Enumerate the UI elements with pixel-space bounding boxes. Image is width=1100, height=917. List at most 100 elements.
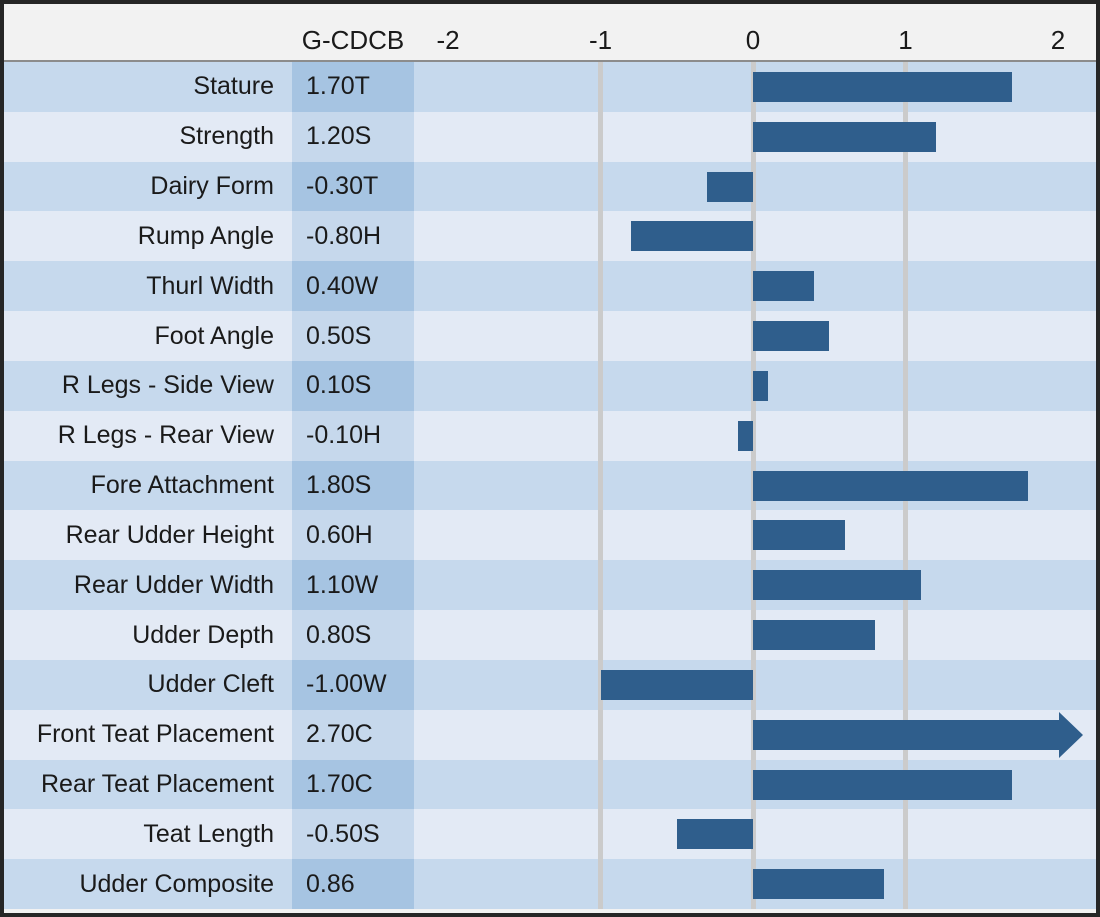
trait-label: Rump Angle bbox=[4, 211, 292, 262]
trait-label: Rear Teat Placement bbox=[4, 759, 292, 810]
gridline bbox=[598, 410, 603, 461]
gridline bbox=[598, 510, 603, 561]
trait-value-label: 0.86 bbox=[292, 859, 414, 910]
value-bar bbox=[753, 620, 875, 651]
bar-plot-cell bbox=[414, 659, 1096, 710]
trait-row: Rear Udder Width 1.10W bbox=[4, 560, 1096, 611]
bar-plot-cell bbox=[414, 311, 1096, 361]
trait-row: Strength 1.20S bbox=[4, 111, 1096, 162]
trait-value-label: 0.50S bbox=[292, 311, 414, 361]
gridline bbox=[598, 211, 603, 262]
gridline bbox=[598, 759, 603, 810]
bar-overflow-arrowhead bbox=[1059, 711, 1083, 758]
chart-header: G-CDCB -2 -1 0 1 2 bbox=[4, 4, 1096, 62]
value-bar bbox=[753, 570, 921, 601]
gridline bbox=[903, 510, 908, 561]
trait-label: Fore Attachment bbox=[4, 460, 292, 511]
trait-value-label: 0.80S bbox=[292, 610, 414, 660]
trait-row: Dairy Form -0.30T bbox=[4, 161, 1096, 212]
value-bar bbox=[707, 171, 754, 202]
trait-row: R Legs - Side View 0.10S bbox=[4, 360, 1096, 411]
trait-row: Rump Angle -0.80H bbox=[4, 211, 1096, 262]
trait-label: R Legs - Rear View bbox=[4, 410, 292, 461]
bar-plot-cell bbox=[414, 510, 1096, 561]
trait-label: Thurl Width bbox=[4, 261, 292, 312]
value-bar bbox=[753, 470, 1028, 501]
bar-plot-cell bbox=[414, 809, 1096, 860]
gridline bbox=[598, 560, 603, 611]
x-axis-tick-label: 0 bbox=[745, 25, 761, 55]
gridline bbox=[598, 610, 603, 660]
value-bar bbox=[753, 520, 845, 551]
trait-row: Udder Cleft -1.00W bbox=[4, 659, 1096, 710]
gridline bbox=[903, 161, 908, 212]
trait-value-label: -0.50S bbox=[292, 809, 414, 860]
x-axis-tick-label: 1 bbox=[898, 25, 913, 55]
trait-row: R Legs - Rear View -0.10H bbox=[4, 410, 1096, 461]
value-bar bbox=[753, 370, 769, 401]
trait-value-label: 1.70T bbox=[292, 62, 414, 112]
gridline bbox=[598, 360, 603, 411]
gridline bbox=[598, 460, 603, 511]
bar-plot-cell bbox=[414, 211, 1096, 262]
trait-label: Udder Cleft bbox=[4, 659, 292, 710]
bar-plot-cell bbox=[414, 62, 1096, 112]
x-axis: -2 -1 0 1 2 bbox=[414, 4, 1096, 60]
value-bar bbox=[676, 819, 754, 850]
bar-plot-cell bbox=[414, 111, 1096, 162]
bar-plot-cell bbox=[414, 460, 1096, 511]
trait-value-label: -0.80H bbox=[292, 211, 414, 262]
value-bar bbox=[753, 869, 885, 900]
gridline bbox=[598, 809, 603, 860]
value-bar bbox=[753, 121, 936, 152]
trait-row: Udder Depth 0.80S bbox=[4, 610, 1096, 660]
gridline bbox=[903, 211, 908, 262]
trait-label: Strength bbox=[4, 111, 292, 162]
trait-value-label: -0.30T bbox=[292, 161, 414, 212]
value-bar bbox=[737, 420, 754, 451]
trait-value-label: 1.80S bbox=[292, 460, 414, 511]
gridline bbox=[598, 311, 603, 361]
value-bar bbox=[753, 321, 830, 352]
trait-rows: Stature 1.70T Strength 1.20S Dairy Form … bbox=[4, 62, 1096, 910]
value-bar bbox=[753, 769, 1013, 800]
gridline bbox=[598, 111, 603, 162]
gridline bbox=[903, 809, 908, 860]
x-axis-tick-label: -2 bbox=[436, 25, 460, 55]
gridline bbox=[598, 859, 603, 910]
bar-plot-cell bbox=[414, 410, 1096, 461]
gridline bbox=[598, 261, 603, 312]
trait-value-label: 0.60H bbox=[292, 510, 414, 561]
x-axis-tick-label: -1 bbox=[588, 25, 613, 55]
trait-value-label: 0.10S bbox=[292, 360, 414, 411]
gridline bbox=[903, 311, 908, 361]
trait-row: Rear Udder Height 0.60H bbox=[4, 510, 1096, 561]
gridline bbox=[750, 211, 756, 262]
trait-label: Rear Udder Height bbox=[4, 510, 292, 561]
gridline bbox=[598, 709, 603, 760]
gridline bbox=[903, 659, 908, 710]
trait-label: Rear Udder Width bbox=[4, 560, 292, 611]
gridline bbox=[750, 659, 756, 710]
trait-row: Stature 1.70T bbox=[4, 62, 1096, 112]
gridline bbox=[598, 161, 603, 212]
bar-plot-cell bbox=[414, 261, 1096, 312]
trait-row: Fore Attachment 1.80S bbox=[4, 460, 1096, 511]
trait-row: Thurl Width 0.40W bbox=[4, 261, 1096, 312]
trait-label: Udder Depth bbox=[4, 610, 292, 660]
gridline bbox=[903, 410, 908, 461]
gridline bbox=[903, 859, 908, 910]
trait-label: Front Teat Placement bbox=[4, 709, 292, 760]
trait-value-label: -1.00W bbox=[292, 659, 414, 710]
trait-row: Udder Composite 0.86 bbox=[4, 859, 1096, 910]
x-axis-tick-label: 2 bbox=[1050, 25, 1066, 55]
trait-value-label: -0.10H bbox=[292, 410, 414, 461]
bar-plot-cell bbox=[414, 610, 1096, 660]
trait-value-label: 1.70C bbox=[292, 759, 414, 810]
gridline bbox=[903, 610, 908, 660]
trait-row: Teat Length -0.50S bbox=[4, 809, 1096, 860]
trait-label: Foot Angle bbox=[4, 311, 292, 361]
bar-plot-cell bbox=[414, 560, 1096, 611]
bar-plot-cell bbox=[414, 859, 1096, 910]
